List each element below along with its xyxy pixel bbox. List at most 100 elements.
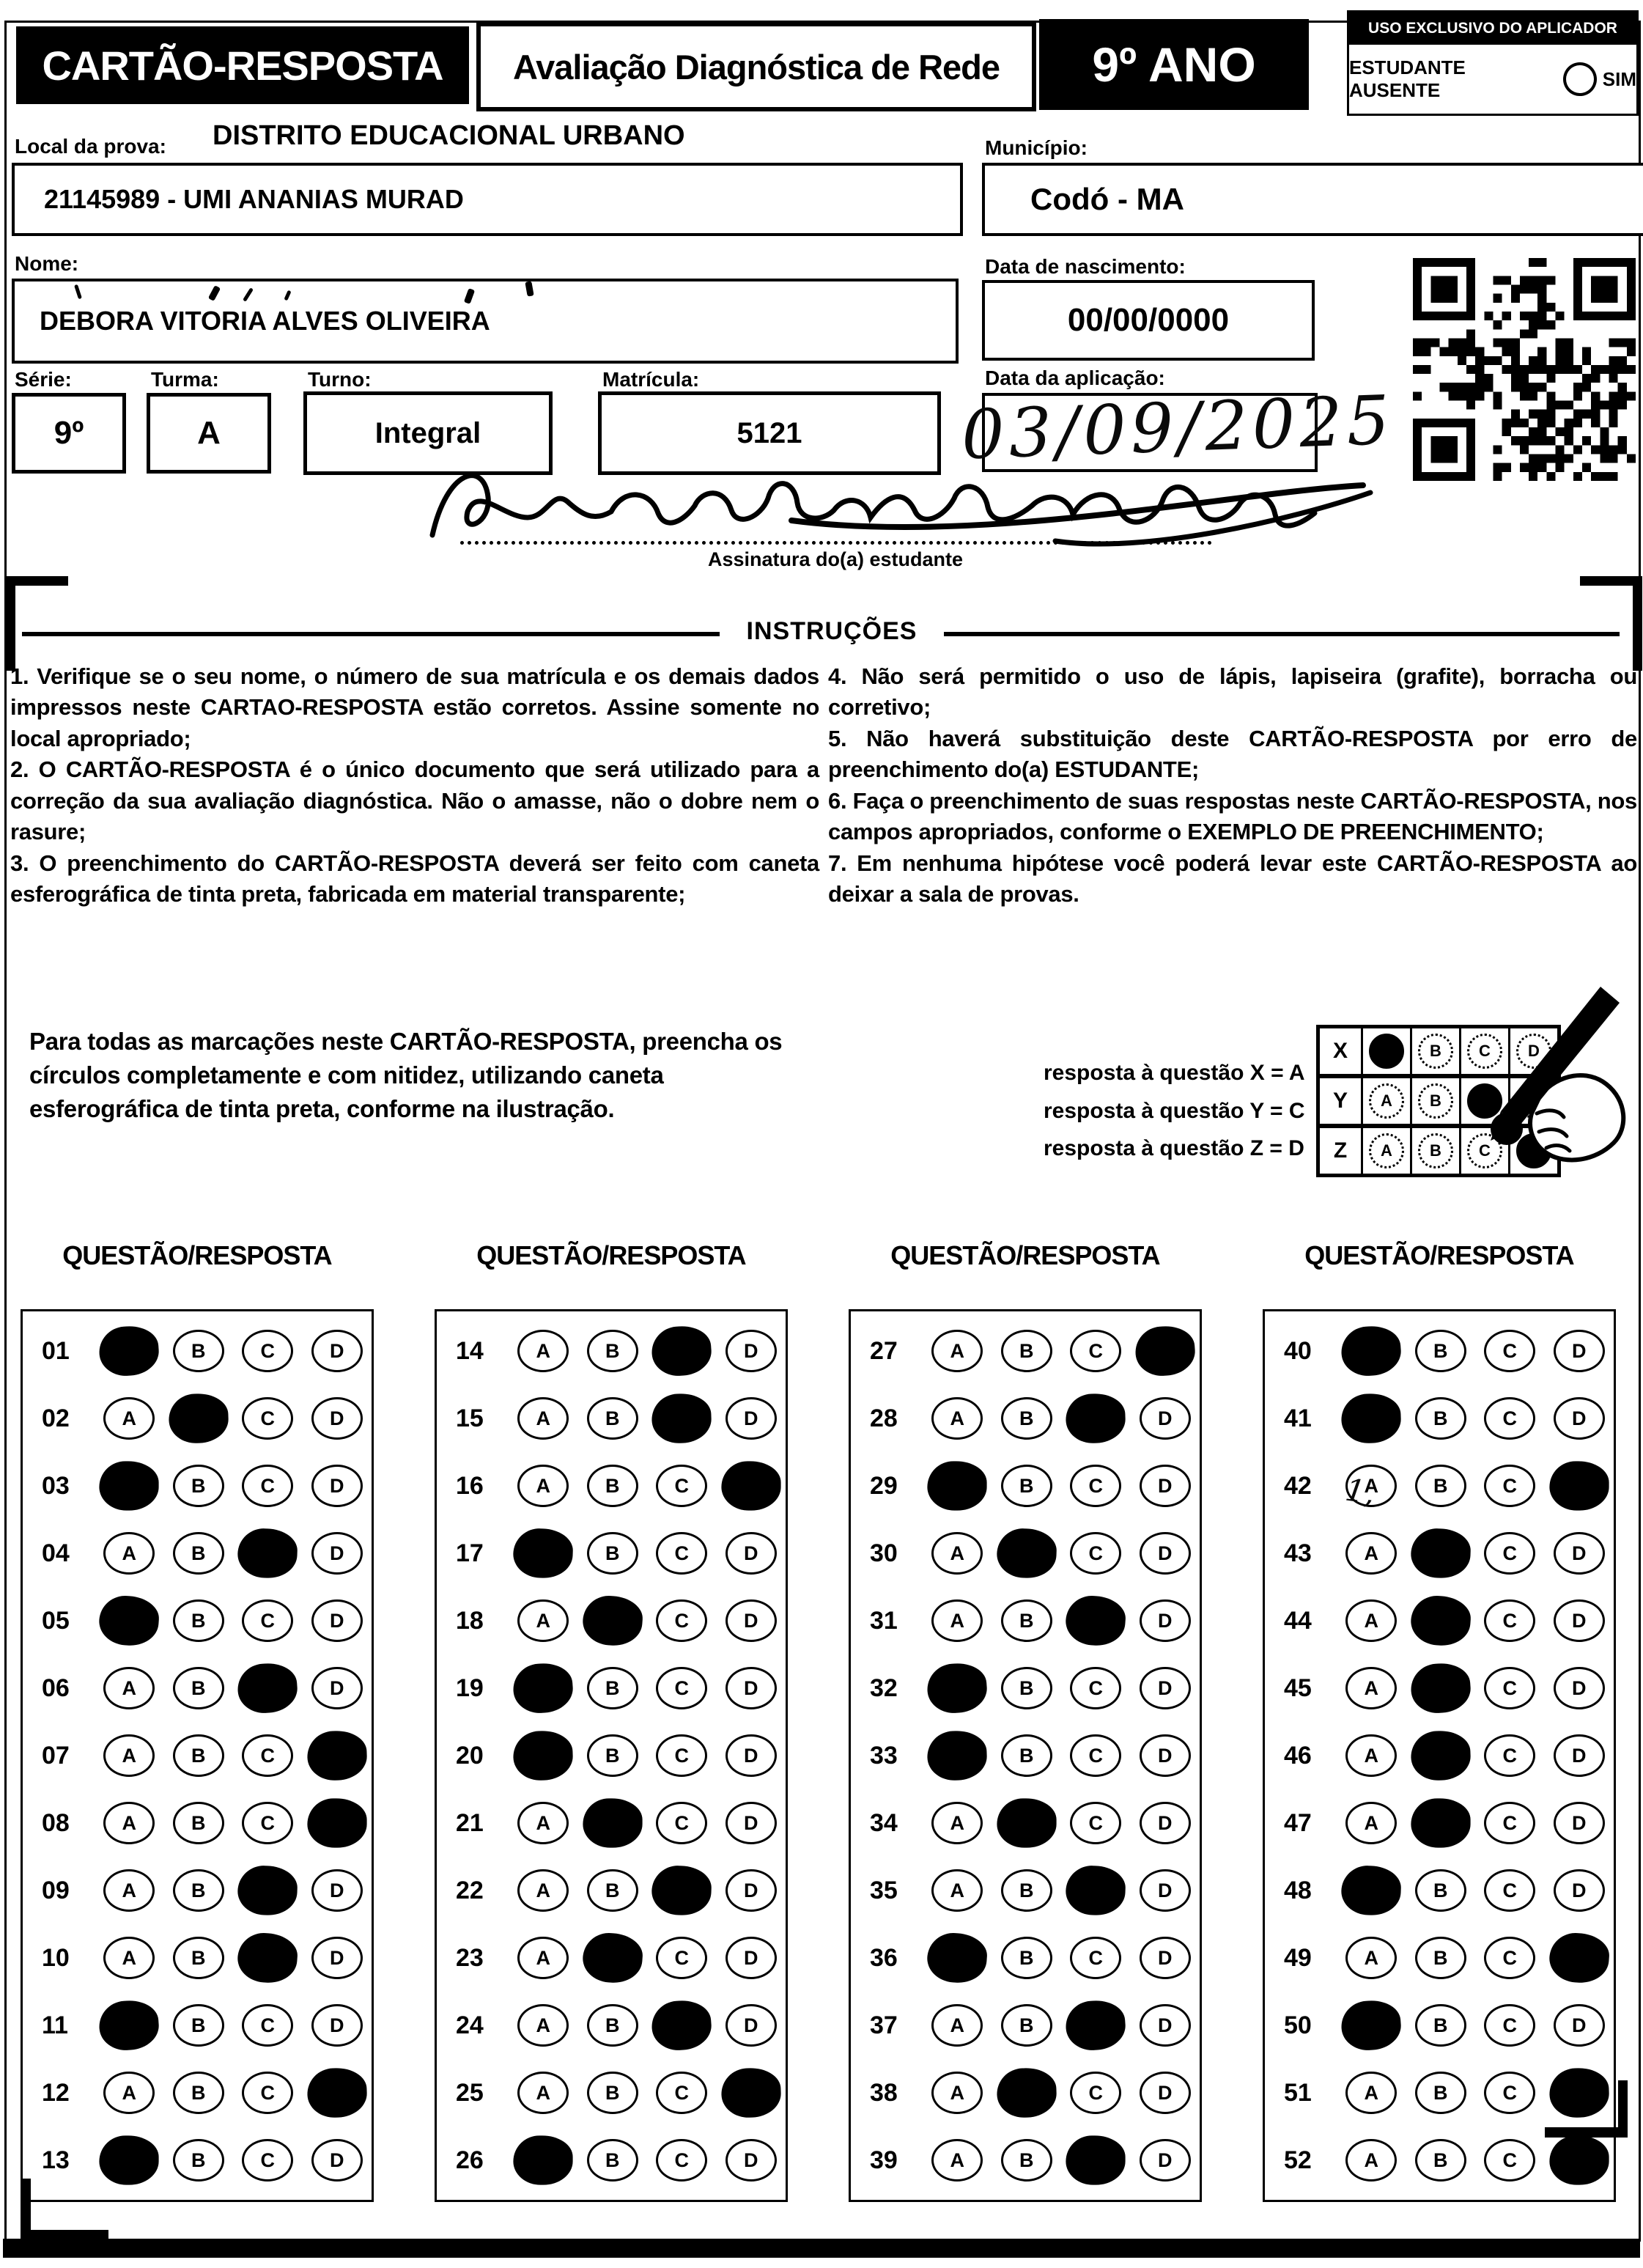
answer-bubble-12-A[interactable]: A xyxy=(103,2072,155,2114)
answer-bubble-45-B[interactable] xyxy=(1408,1661,1472,1715)
answer-bubble-40-D[interactable]: D xyxy=(1553,1330,1605,1372)
answer-bubble-34-B[interactable] xyxy=(997,1798,1057,1848)
answer-bubble-38-D[interactable]: D xyxy=(1139,2072,1191,2114)
answer-bubble-50-A[interactable] xyxy=(1340,1998,1403,2052)
answer-bubble-17-A[interactable] xyxy=(512,1527,574,1580)
answer-bubble-02-A[interactable]: A xyxy=(103,1397,155,1440)
answer-bubble-52-C[interactable]: C xyxy=(1484,2139,1536,2182)
answer-bubble-02-C[interactable]: C xyxy=(242,1397,294,1440)
answer-bubble-37-B[interactable]: B xyxy=(1000,2004,1052,2047)
answer-bubble-43-C[interactable]: C xyxy=(1484,1532,1536,1575)
answer-bubble-07-A[interactable]: A xyxy=(103,1734,155,1777)
answer-bubble-24-A[interactable]: A xyxy=(517,2004,569,2047)
answer-bubble-41-D[interactable]: D xyxy=(1553,1397,1605,1440)
answer-bubble-14-C[interactable] xyxy=(650,1324,714,1378)
answer-bubble-30-D[interactable]: D xyxy=(1139,1532,1191,1575)
answer-bubble-45-D[interactable]: D xyxy=(1553,1667,1605,1709)
answer-bubble-25-D[interactable] xyxy=(720,2066,782,2119)
answer-bubble-15-B[interactable]: B xyxy=(586,1397,638,1440)
answer-bubble-07-D[interactable] xyxy=(306,1729,368,1782)
answer-bubble-19-B[interactable]: B xyxy=(586,1667,638,1709)
answer-bubble-17-C[interactable]: C xyxy=(656,1532,708,1575)
answer-bubble-32-D[interactable]: D xyxy=(1139,1667,1191,1709)
answer-bubble-33-D[interactable]: D xyxy=(1139,1734,1191,1777)
answer-bubble-03-C[interactable]: C xyxy=(242,1465,294,1507)
answer-bubble-40-C[interactable]: C xyxy=(1484,1330,1536,1372)
answer-bubble-14-B[interactable]: B xyxy=(586,1330,638,1372)
answer-bubble-52-B[interactable]: B xyxy=(1414,2139,1466,2182)
answer-bubble-09-C[interactable] xyxy=(237,1864,298,1917)
answer-bubble-20-D[interactable]: D xyxy=(725,1734,777,1777)
answer-bubble-47-B[interactable] xyxy=(1411,1798,1471,1848)
answer-bubble-28-A[interactable]: A xyxy=(931,1397,983,1440)
answer-bubble-50-B[interactable]: B xyxy=(1414,2004,1466,2047)
answer-bubble-16-C[interactable]: C xyxy=(656,1465,708,1507)
answer-bubble-05-C[interactable]: C xyxy=(242,1599,294,1642)
answer-bubble-28-C[interactable] xyxy=(1065,1392,1126,1445)
answer-bubble-10-B[interactable]: B xyxy=(172,1937,224,1979)
answer-bubble-42-D[interactable] xyxy=(1549,1461,1609,1511)
answer-bubble-36-C[interactable]: C xyxy=(1070,1937,1122,1979)
answer-bubble-22-A[interactable]: A xyxy=(517,1869,569,1912)
answer-bubble-48-B[interactable]: B xyxy=(1414,1869,1466,1912)
answer-bubble-11-D[interactable]: D xyxy=(311,2004,363,2047)
answer-bubble-08-B[interactable]: B xyxy=(172,1802,224,1844)
answer-bubble-23-C[interactable]: C xyxy=(656,1937,708,1979)
answer-bubble-44-A[interactable]: A xyxy=(1345,1599,1398,1642)
answer-bubble-15-A[interactable]: A xyxy=(517,1397,569,1440)
answer-bubble-29-D[interactable]: D xyxy=(1139,1465,1191,1507)
answer-bubble-38-A[interactable]: A xyxy=(931,2072,983,2114)
answer-bubble-06-D[interactable]: D xyxy=(311,1667,363,1709)
answer-bubble-37-A[interactable]: A xyxy=(931,2004,983,2047)
answer-bubble-20-C[interactable]: C xyxy=(656,1734,708,1777)
answer-bubble-36-D[interactable]: D xyxy=(1139,1937,1191,1979)
answer-bubble-10-A[interactable]: A xyxy=(103,1937,155,1979)
answer-bubble-01-D[interactable]: D xyxy=(311,1330,363,1372)
answer-bubble-34-D[interactable]: D xyxy=(1139,1802,1191,1844)
answer-bubble-33-A[interactable] xyxy=(926,1729,988,1782)
answer-bubble-22-B[interactable]: B xyxy=(586,1869,638,1912)
answer-bubble-34-C[interactable]: C xyxy=(1070,1802,1122,1844)
answer-bubble-03-D[interactable]: D xyxy=(311,1465,363,1507)
answer-bubble-19-C[interactable]: C xyxy=(656,1667,708,1709)
answer-bubble-03-A[interactable] xyxy=(99,1461,159,1511)
answer-bubble-20-B[interactable]: B xyxy=(586,1734,638,1777)
answer-bubble-32-C[interactable]: C xyxy=(1070,1667,1122,1709)
answer-bubble-22-D[interactable]: D xyxy=(725,1869,777,1912)
answer-bubble-49-D[interactable] xyxy=(1547,1931,1611,1985)
answer-bubble-15-D[interactable]: D xyxy=(725,1397,777,1440)
answer-bubble-04-A[interactable]: A xyxy=(103,1532,155,1575)
answer-bubble-51-C[interactable]: C xyxy=(1484,2072,1536,2114)
answer-bubble-04-D[interactable]: D xyxy=(311,1532,363,1575)
answer-bubble-29-A[interactable] xyxy=(927,1461,987,1511)
answer-bubble-24-C[interactable] xyxy=(650,1998,714,2052)
answer-bubble-50-C[interactable]: C xyxy=(1484,2004,1536,2047)
answer-bubble-49-C[interactable]: C xyxy=(1484,1937,1536,1979)
answer-bubble-30-C[interactable]: C xyxy=(1070,1532,1122,1575)
answer-bubble-38-B[interactable] xyxy=(996,2066,1057,2119)
answer-bubble-45-C[interactable]: C xyxy=(1484,1667,1536,1709)
answer-bubble-30-A[interactable]: A xyxy=(931,1532,983,1575)
answer-bubble-16-B[interactable]: B xyxy=(586,1465,638,1507)
answer-bubble-41-C[interactable]: C xyxy=(1484,1397,1536,1440)
answer-bubble-42-B[interactable]: B xyxy=(1414,1465,1466,1507)
answer-bubble-44-C[interactable]: C xyxy=(1484,1599,1536,1642)
answer-bubble-39-A[interactable]: A xyxy=(931,2139,983,2182)
answer-bubble-26-B[interactable]: B xyxy=(586,2139,638,2182)
answer-bubble-23-D[interactable]: D xyxy=(725,1937,777,1979)
answer-bubble-12-C[interactable]: C xyxy=(242,2072,294,2114)
answer-bubble-51-A[interactable]: A xyxy=(1345,2072,1398,2114)
answer-bubble-29-C[interactable]: C xyxy=(1070,1465,1122,1507)
answer-bubble-39-C[interactable] xyxy=(1066,2135,1126,2185)
answer-bubble-18-D[interactable]: D xyxy=(725,1599,777,1642)
answer-bubble-48-A[interactable] xyxy=(1340,1864,1402,1917)
answer-bubble-32-B[interactable]: B xyxy=(1000,1667,1052,1709)
answer-bubble-31-B[interactable]: B xyxy=(1000,1599,1052,1642)
answer-bubble-27-B[interactable]: B xyxy=(1000,1330,1052,1372)
answer-bubble-09-A[interactable]: A xyxy=(103,1869,155,1912)
answer-bubble-47-A[interactable]: A xyxy=(1345,1802,1398,1844)
answer-bubble-25-C[interactable]: C xyxy=(656,2072,708,2114)
answer-bubble-27-D[interactable] xyxy=(1133,1324,1197,1378)
answer-bubble-47-C[interactable]: C xyxy=(1484,1802,1536,1844)
answer-bubble-21-C[interactable]: C xyxy=(656,1802,708,1844)
